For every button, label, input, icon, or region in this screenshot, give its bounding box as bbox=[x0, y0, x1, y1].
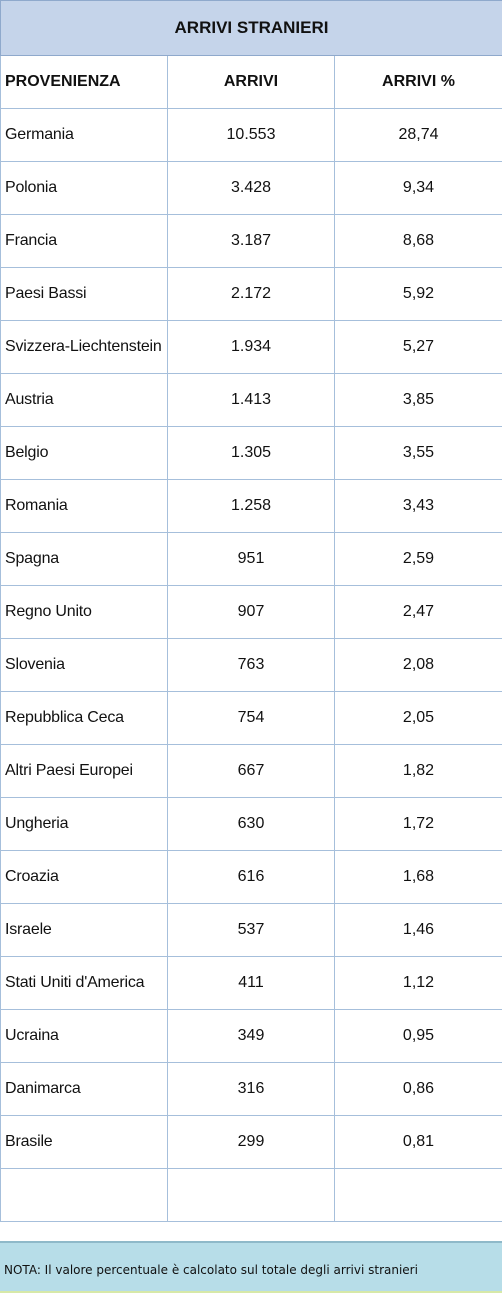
cell-origin[interactable]: Altri Paesi Europei bbox=[0, 744, 168, 798]
cell-percent[interactable]: 0,95 bbox=[334, 1009, 502, 1063]
table-row: Paesi Bassi 2.172 5,92 bbox=[0, 267, 502, 321]
footnote: NOTA: Il valore percentuale è calcolato … bbox=[0, 1241, 502, 1293]
cell-origin[interactable]: Francia bbox=[0, 214, 168, 268]
table-row: Ucraina 349 0,95 bbox=[0, 1009, 502, 1063]
cell-arrivals[interactable]: 299 bbox=[167, 1115, 335, 1169]
cell-origin[interactable]: Ungheria bbox=[0, 797, 168, 851]
cell-origin[interactable]: Brasile bbox=[0, 1115, 168, 1169]
column-header-arrivals[interactable]: ARRIVI bbox=[167, 55, 335, 109]
table-body: Germania 10.553 28,74 Polonia 3.428 9,34 Franc… bbox=[0, 108, 502, 1222]
table-row: Svizzera-Liechtenstein 1.934 5,27 bbox=[0, 320, 502, 374]
cell-origin[interactable]: Croazia bbox=[0, 850, 168, 904]
table-row: Stati Uniti d'America 411 1,12 bbox=[0, 956, 502, 1010]
table-row: Israele 537 1,46 bbox=[0, 903, 502, 957]
table-row: Ungheria 630 1,72 bbox=[0, 797, 502, 851]
foreign-arrivals-table: ARRIVI STRANIERI PROVENIENZA ARRIVI ARRI… bbox=[0, 0, 502, 1222]
cell-percent[interactable]: 2,47 bbox=[334, 585, 502, 639]
table-title-row: ARRIVI STRANIERI bbox=[0, 0, 502, 56]
cell-arrivals[interactable]: 1.413 bbox=[167, 373, 335, 427]
cell-percent[interactable]: 0,81 bbox=[334, 1115, 502, 1169]
table-row: Francia 3.187 8,68 bbox=[0, 214, 502, 268]
table-row: Altri Paesi Europei 667 1,82 bbox=[0, 744, 502, 798]
cell-percent[interactable]: 1,82 bbox=[334, 744, 502, 798]
table-row: Regno Unito 907 2,47 bbox=[0, 585, 502, 639]
cell-arrivals[interactable]: 754 bbox=[167, 691, 335, 745]
table-row: Danimarca 316 0,86 bbox=[0, 1062, 502, 1116]
cell-origin[interactable]: Polonia bbox=[0, 161, 168, 215]
cell-origin[interactable]: Belgio bbox=[0, 426, 168, 480]
cell-percent[interactable]: 3,43 bbox=[334, 479, 502, 533]
table-row: Polonia 3.428 9,34 bbox=[0, 161, 502, 215]
cell-origin[interactable]: Slovenia bbox=[0, 638, 168, 692]
cell-origin[interactable]: Germania bbox=[0, 108, 168, 162]
cell-percent[interactable]: 2,59 bbox=[334, 532, 502, 586]
cell-percent[interactable]: 5,27 bbox=[334, 320, 502, 374]
cell-percent[interactable]: 8,68 bbox=[334, 214, 502, 268]
empty-row bbox=[0, 1168, 502, 1222]
cell-origin[interactable]: Regno Unito bbox=[0, 585, 168, 639]
cell-percent[interactable]: 3,55 bbox=[334, 426, 502, 480]
cell-percent[interactable]: 2,08 bbox=[334, 638, 502, 692]
cell-percent[interactable]: 3,85 bbox=[334, 373, 502, 427]
cell-empty[interactable] bbox=[334, 1168, 502, 1222]
cell-origin[interactable]: Spagna bbox=[0, 532, 168, 586]
cell-percent[interactable]: 0,86 bbox=[334, 1062, 502, 1116]
cell-arrivals[interactable]: 763 bbox=[167, 638, 335, 692]
table-row: Spagna 951 2,59 bbox=[0, 532, 502, 586]
table-row: Brasile 299 0,81 bbox=[0, 1115, 502, 1169]
cell-percent[interactable]: 1,12 bbox=[334, 956, 502, 1010]
cell-arrivals[interactable]: 3.428 bbox=[167, 161, 335, 215]
cell-percent[interactable]: 1,72 bbox=[334, 797, 502, 851]
cell-origin[interactable]: Austria bbox=[0, 373, 168, 427]
cell-arrivals[interactable]: 2.172 bbox=[167, 267, 335, 321]
cell-empty[interactable] bbox=[167, 1168, 335, 1222]
cell-arrivals[interactable]: 1.934 bbox=[167, 320, 335, 374]
cell-arrivals[interactable]: 411 bbox=[167, 956, 335, 1010]
cell-origin[interactable]: Paesi Bassi bbox=[0, 267, 168, 321]
cell-percent[interactable]: 2,05 bbox=[334, 691, 502, 745]
table-row: Repubblica Ceca 754 2,05 bbox=[0, 691, 502, 745]
cell-origin[interactable]: Repubblica Ceca bbox=[0, 691, 168, 745]
cell-arrivals[interactable]: 616 bbox=[167, 850, 335, 904]
table-row: Belgio 1.305 3,55 bbox=[0, 426, 502, 480]
cell-percent[interactable]: 1,68 bbox=[334, 850, 502, 904]
table-title[interactable]: ARRIVI STRANIERI bbox=[0, 0, 502, 56]
table-row: Slovenia 763 2,08 bbox=[0, 638, 502, 692]
cell-arrivals[interactable]: 1.305 bbox=[167, 426, 335, 480]
cell-arrivals[interactable]: 349 bbox=[167, 1009, 335, 1063]
cell-percent[interactable]: 28,74 bbox=[334, 108, 502, 162]
cell-origin[interactable]: Romania bbox=[0, 479, 168, 533]
table-row: Romania 1.258 3,43 bbox=[0, 479, 502, 533]
cell-origin[interactable]: Stati Uniti d'America bbox=[0, 956, 168, 1010]
cell-arrivals[interactable]: 630 bbox=[167, 797, 335, 851]
cell-origin[interactable]: Ucraina bbox=[0, 1009, 168, 1063]
cell-percent[interactable]: 5,92 bbox=[334, 267, 502, 321]
cell-arrivals[interactable]: 907 bbox=[167, 585, 335, 639]
cell-origin[interactable]: Israele bbox=[0, 903, 168, 957]
table-row: Austria 1.413 3,85 bbox=[0, 373, 502, 427]
cell-arrivals[interactable]: 10.553 bbox=[167, 108, 335, 162]
column-header-row: PROVENIENZA ARRIVI ARRIVI % bbox=[0, 55, 502, 109]
table-row: Croazia 616 1,68 bbox=[0, 850, 502, 904]
cell-arrivals[interactable]: 667 bbox=[167, 744, 335, 798]
cell-arrivals[interactable]: 1.258 bbox=[167, 479, 335, 533]
cell-percent[interactable]: 9,34 bbox=[334, 161, 502, 215]
cell-arrivals[interactable]: 951 bbox=[167, 532, 335, 586]
table-row: Germania 10.553 28,74 bbox=[0, 108, 502, 162]
cell-arrivals[interactable]: 316 bbox=[167, 1062, 335, 1116]
cell-arrivals[interactable]: 537 bbox=[167, 903, 335, 957]
column-header-percent[interactable]: ARRIVI % bbox=[334, 55, 502, 109]
column-header-origin[interactable]: PROVENIENZA bbox=[0, 55, 168, 109]
cell-origin[interactable]: Svizzera-Liechtenstein bbox=[0, 320, 168, 374]
cell-empty[interactable] bbox=[0, 1168, 168, 1222]
cell-origin[interactable]: Danimarca bbox=[0, 1062, 168, 1116]
cell-percent[interactable]: 1,46 bbox=[334, 903, 502, 957]
cell-arrivals[interactable]: 3.187 bbox=[167, 214, 335, 268]
